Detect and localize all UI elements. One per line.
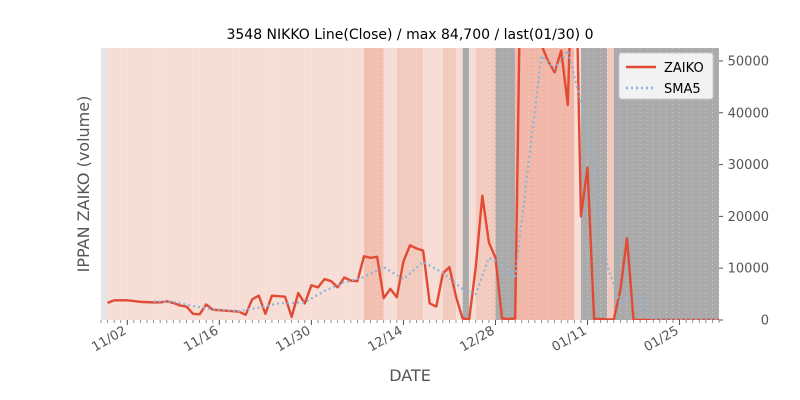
background-band	[363, 48, 384, 320]
background-band	[515, 48, 575, 320]
x-tick-label: 01/25	[642, 323, 682, 355]
background-band	[442, 48, 457, 320]
x-tick-label: 12/28	[458, 323, 498, 355]
legend-label-sma5: SMA5	[664, 82, 701, 97]
grid	[100, 48, 720, 320]
background-band	[462, 48, 470, 320]
background-band	[469, 48, 476, 320]
background-band	[495, 48, 516, 320]
x-axis: 11/02 11/16 11/30 12/14 12/28 01/11 01/25	[89, 320, 720, 355]
background-band	[107, 48, 364, 320]
y-axis: 0 10000 20000 30000 40000 50000	[719, 54, 769, 329]
legend-label-zaiko: ZAIKO	[664, 61, 704, 76]
x-tick-label: 12/14	[365, 323, 405, 355]
y-tick-label: 10000	[728, 262, 769, 277]
legend: ZAIKO SMA5	[618, 52, 714, 100]
background-band	[475, 48, 496, 320]
background-band	[607, 48, 614, 320]
background-band	[574, 48, 581, 320]
background-band	[383, 48, 397, 320]
background-band	[456, 48, 463, 320]
background-band	[101, 48, 108, 320]
y-tick-label: 30000	[728, 158, 769, 173]
background-bands	[101, 48, 719, 320]
series-line-sma5	[153, 49, 719, 320]
y-tick-label: 20000	[728, 210, 769, 225]
x-axis-label: DATE	[389, 366, 431, 385]
chart-title: 3548 NIKKO Line(Close) / max 84,700 / la…	[226, 27, 593, 43]
y-tick-label: 0	[761, 314, 769, 329]
x-tick-label: 01/11	[550, 323, 590, 355]
x-tick-label: 11/02	[89, 323, 129, 355]
y-tick-label: 40000	[728, 106, 769, 121]
x-tick-label: 11/30	[273, 323, 313, 355]
y-axis-label: IPPAN ZAIKO (volume)	[74, 96, 93, 273]
y-tick-label: 50000	[728, 54, 769, 69]
series-lines	[107, 48, 719, 320]
background-band	[423, 48, 443, 320]
x-tick-label: 11/16	[181, 323, 221, 355]
